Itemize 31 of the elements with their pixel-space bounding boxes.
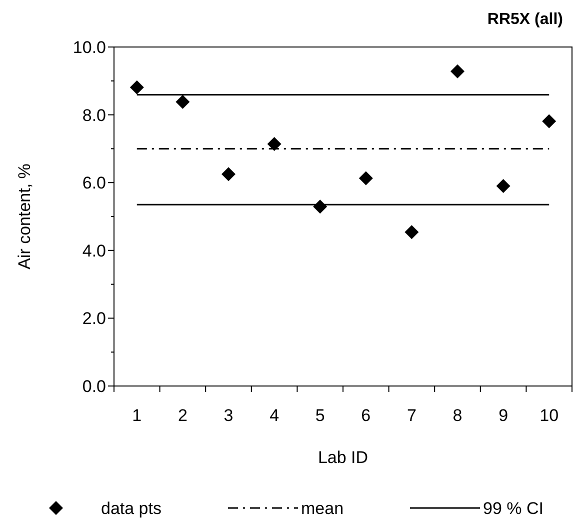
x-tick-label: 6 (361, 406, 371, 425)
point (496, 178, 510, 193)
x-tick-label: 10 (540, 406, 559, 425)
chart-title: RR5X (all) (487, 11, 563, 28)
point (450, 64, 464, 78)
x-tick-label: 5 (315, 406, 325, 425)
y-tick-label: 10.0 (72, 38, 106, 57)
x-tick-label: 8 (452, 406, 462, 425)
x-axis-title: Lab ID (318, 448, 368, 467)
point (222, 167, 236, 182)
x-tick-label: 2 (178, 406, 188, 425)
y-tick-label: 6.0 (82, 174, 106, 193)
legend-label: mean (301, 498, 344, 518)
point (176, 94, 190, 109)
legend-label: data pts (101, 498, 162, 518)
legend-label: 99 % CI (483, 498, 544, 518)
y-tick-label: 8.0 (82, 106, 106, 125)
y-axis-title: Air content, % (15, 164, 34, 270)
y-tick-label: 4.0 (82, 241, 106, 260)
x-tick-label: 4 (270, 406, 280, 425)
x-tick-label: 1 (132, 406, 142, 425)
y-tick-label: 2.0 (82, 309, 106, 328)
point (542, 114, 556, 128)
x-tick-label: 3 (224, 406, 234, 425)
x-tick-label: 7 (406, 406, 416, 425)
point (267, 136, 282, 151)
x-tick-label: 9 (498, 406, 508, 425)
point (404, 225, 419, 240)
point (358, 171, 373, 186)
y-tick-label: 0.0 (82, 376, 106, 396)
point (130, 80, 144, 94)
